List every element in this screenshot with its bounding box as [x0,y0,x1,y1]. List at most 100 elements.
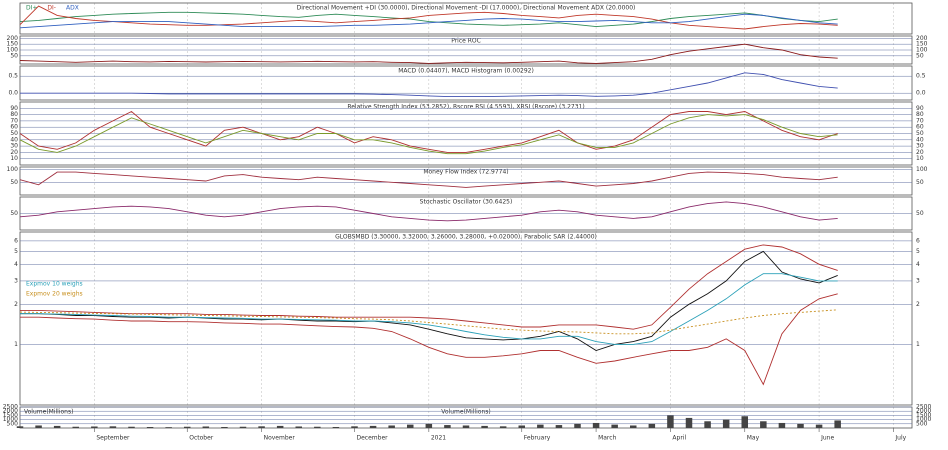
y-tick-label-right: 50 [916,52,924,59]
volume-bar [295,426,303,428]
x-tick-label: July [894,435,906,442]
x-tick-label: June [820,435,834,442]
volume-bar [499,426,507,428]
panel-title: Money Flow Index (72.9774) [423,169,508,176]
series-line [20,250,838,351]
volume-bar [629,425,637,428]
volume-bar [406,424,414,428]
y-tick-label-right: 150 [916,41,928,48]
panel-title: GLOBSMBD (3.30000, 3.32000, 3.26000, 3.2… [335,234,597,241]
y-tick-label: 10 [10,155,18,162]
y-tick-label-right: 40 [916,136,924,143]
volume-bar [276,425,284,428]
volume-bar [72,426,80,428]
y-tick-label-right: 50 [916,130,924,137]
volume-bar [239,426,247,428]
volume-bar [332,426,340,428]
panel-title: Directional Movement +DI (30.0000), Dire… [297,5,636,12]
volume-bar [425,423,433,428]
y-tick-label-right: 50 [916,179,924,186]
x-tick-label: September [96,435,130,442]
panel-label: Volume(Millions) [24,409,73,416]
y-tick-label-right: 100 [916,166,928,173]
volume-bar [128,426,135,428]
legend-entry: DI- [47,5,56,12]
y-tick-label-right: 2500 [916,404,931,411]
y-tick-label-right: 0.0 [916,90,926,97]
volume-bar [555,425,563,428]
y-tick-label-right: 20 [916,149,924,156]
volume-bar [221,426,228,428]
y-tick-label-right: 60 [916,124,924,131]
volume-bar [574,423,581,428]
volume-bar [53,425,61,428]
y-tick-label: 2500 [3,404,18,411]
volume-bar [741,416,749,428]
series-line [19,171,838,188]
y-tick-label: 60 [10,124,18,131]
series-line [20,293,838,386]
x-tick-label: November [264,435,296,442]
legend-entry: ADX [66,5,79,12]
y-tick-label: 50 [10,130,18,137]
y-tick-label: 40 [10,136,18,143]
y-tick-label-right: 1 [916,341,920,348]
volume-bar [462,425,470,428]
y-tick-label: 2 [14,301,18,308]
volume-bar [202,426,210,428]
y-tick-label-right: 200 [916,35,928,42]
panel-frame [19,65,913,101]
x-tick-label: 2021 [431,435,446,442]
panel-title: MACD (0.04407), MACD Histogram (0.00292) [398,68,534,75]
y-tick-label-right: 10 [916,155,924,162]
y-tick-label: 50 [10,210,18,217]
series-line [19,201,838,222]
panel-frame [19,2,913,35]
y-tick-label: 50 [10,179,18,186]
series-line [19,110,838,153]
series-line [19,309,838,335]
y-tick-label: 0.5 [8,73,18,80]
panel-title: Volume(Millions) [441,409,490,416]
y-tick-label-right: 5 [916,248,920,255]
panel-frame [19,231,913,406]
y-tick-label: 70 [10,117,18,124]
x-tick-label: February [524,435,551,442]
volume-bar [183,426,191,428]
volume-bar [481,425,488,428]
y-tick-label-right: 70 [916,117,924,124]
y-tick-label-right: 90 [916,105,924,112]
panel-title: Price ROC [451,38,481,45]
volume-bar [146,426,154,428]
volume-bar [834,420,841,428]
x-tick-label: October [189,435,214,442]
y-tick-label-right: 1000 [916,416,931,423]
y-tick-label: 5 [14,248,18,255]
volume-bar [35,425,42,428]
volume-bar [165,427,172,428]
volume-bar [592,422,600,428]
volume-bar [314,426,321,428]
series-line [20,72,838,98]
panel-title: Stochastic Oscillator (30.6425) [420,199,513,206]
y-tick-label: 6 [14,237,18,244]
volume-bar [351,426,358,428]
legend-entry: Expmov 10 weighs [26,281,83,288]
volume-bar [722,419,730,428]
y-tick-label: 1 [14,341,18,348]
y-tick-label: 150 [7,41,19,48]
series-line [19,11,838,28]
legend-entry: Expmov 20 weighs [26,291,83,298]
y-tick-label: 30 [10,143,18,150]
y-tick-label-right: 3 [916,277,920,284]
y-tick-label-right: 30 [916,143,924,150]
volume-bar [704,421,711,428]
volume-bar [537,424,544,428]
series-line [20,273,838,345]
y-tick-label: 1500 [3,412,18,419]
y-tick-label-right: 2000 [916,408,931,415]
volume-bar [648,423,656,428]
panel-title: Relative Strength Index (53.2852), Rscor… [347,104,584,111]
volume-bar [778,422,786,428]
volume-bar [611,424,618,428]
